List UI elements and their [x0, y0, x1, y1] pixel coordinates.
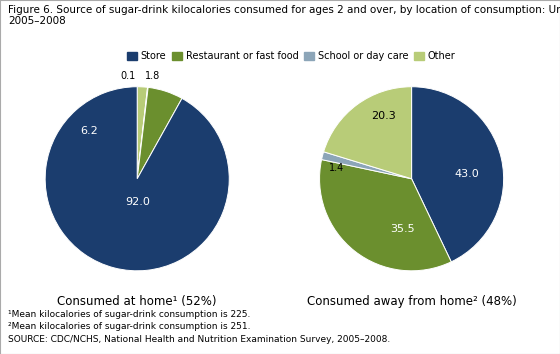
Wedge shape [45, 87, 229, 271]
Title: Consumed away from home² (48%): Consumed away from home² (48%) [307, 295, 516, 308]
Wedge shape [137, 87, 148, 179]
Text: 20.3: 20.3 [372, 111, 396, 121]
Text: SOURCE: CDC/NCHS, National Health and Nutrition Examination Survey, 2005–2008.: SOURCE: CDC/NCHS, National Health and Nu… [8, 335, 391, 343]
Text: 1.8: 1.8 [145, 71, 161, 81]
Text: 1.4: 1.4 [329, 163, 344, 173]
Text: ²Mean kilocalories of sugar-drink consumption is 251.: ²Mean kilocalories of sugar-drink consum… [8, 322, 251, 331]
Legend: Store, Restaurant or fast food, School or day care, Other: Store, Restaurant or fast food, School o… [123, 47, 459, 65]
Wedge shape [324, 87, 412, 179]
Text: Figure 6. Source of sugar-drink kilocalories consumed for ages 2 and over, by lo: Figure 6. Source of sugar-drink kilocalo… [8, 5, 560, 15]
Text: 2005–2008: 2005–2008 [8, 16, 66, 26]
Title: Consumed at home¹ (52%): Consumed at home¹ (52%) [58, 295, 217, 308]
Wedge shape [137, 87, 148, 179]
Text: 92.0: 92.0 [125, 197, 150, 207]
Text: 43.0: 43.0 [455, 169, 479, 179]
Text: 6.2: 6.2 [81, 126, 98, 136]
Wedge shape [320, 160, 451, 271]
Text: 35.5: 35.5 [390, 224, 415, 234]
Wedge shape [321, 152, 412, 179]
Text: ¹Mean kilocalories of sugar-drink consumption is 225.: ¹Mean kilocalories of sugar-drink consum… [8, 310, 251, 319]
Wedge shape [137, 87, 182, 179]
Text: 0.1: 0.1 [120, 71, 136, 81]
Wedge shape [412, 87, 503, 262]
